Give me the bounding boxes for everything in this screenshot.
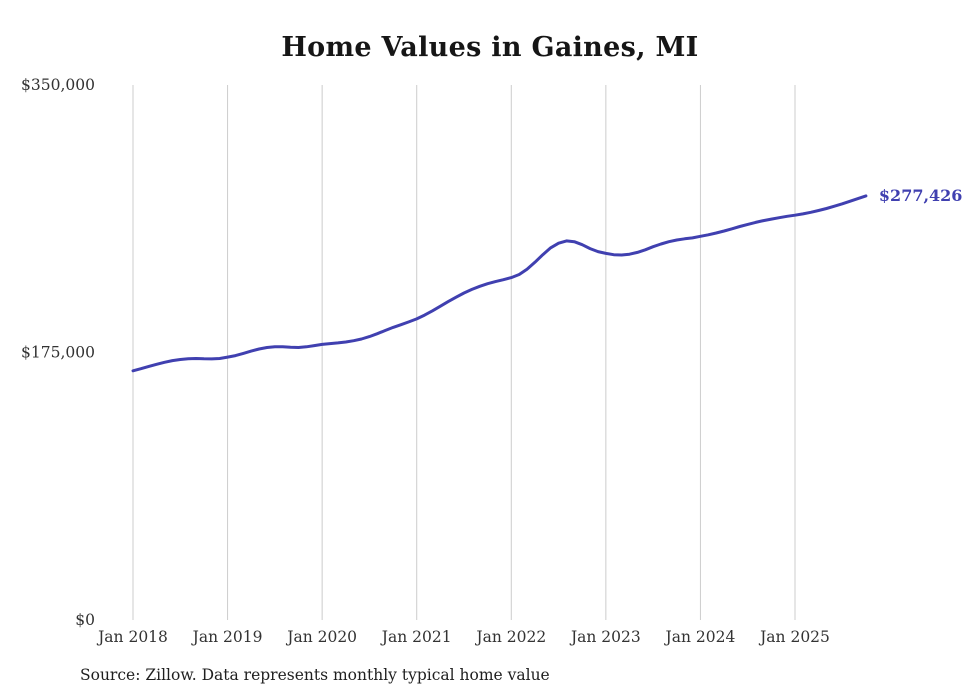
x-axis-label: Jan 2025: [758, 628, 830, 646]
x-axis-label: Jan 2019: [191, 628, 263, 646]
x-axis-label: Jan 2020: [285, 628, 357, 646]
x-axis-label: Jan 2022: [474, 628, 546, 646]
x-axis-label: Jan 2018: [96, 628, 168, 646]
series-line: [131, 194, 868, 373]
x-axis-label: Jan 2024: [664, 628, 736, 646]
y-axis-label: $175,000: [21, 344, 95, 362]
end-value-label: $277,426: [879, 186, 963, 205]
x-axis-label: Jan 2021: [380, 628, 452, 646]
y-axis-label: $0: [75, 611, 95, 629]
y-axis-label: $350,000: [21, 76, 95, 94]
source-note: Source: Zillow. Data represents monthly …: [80, 666, 550, 684]
chart-title: Home Values in Gaines, MI: [281, 32, 699, 63]
x-axis-label: Jan 2023: [569, 628, 641, 646]
